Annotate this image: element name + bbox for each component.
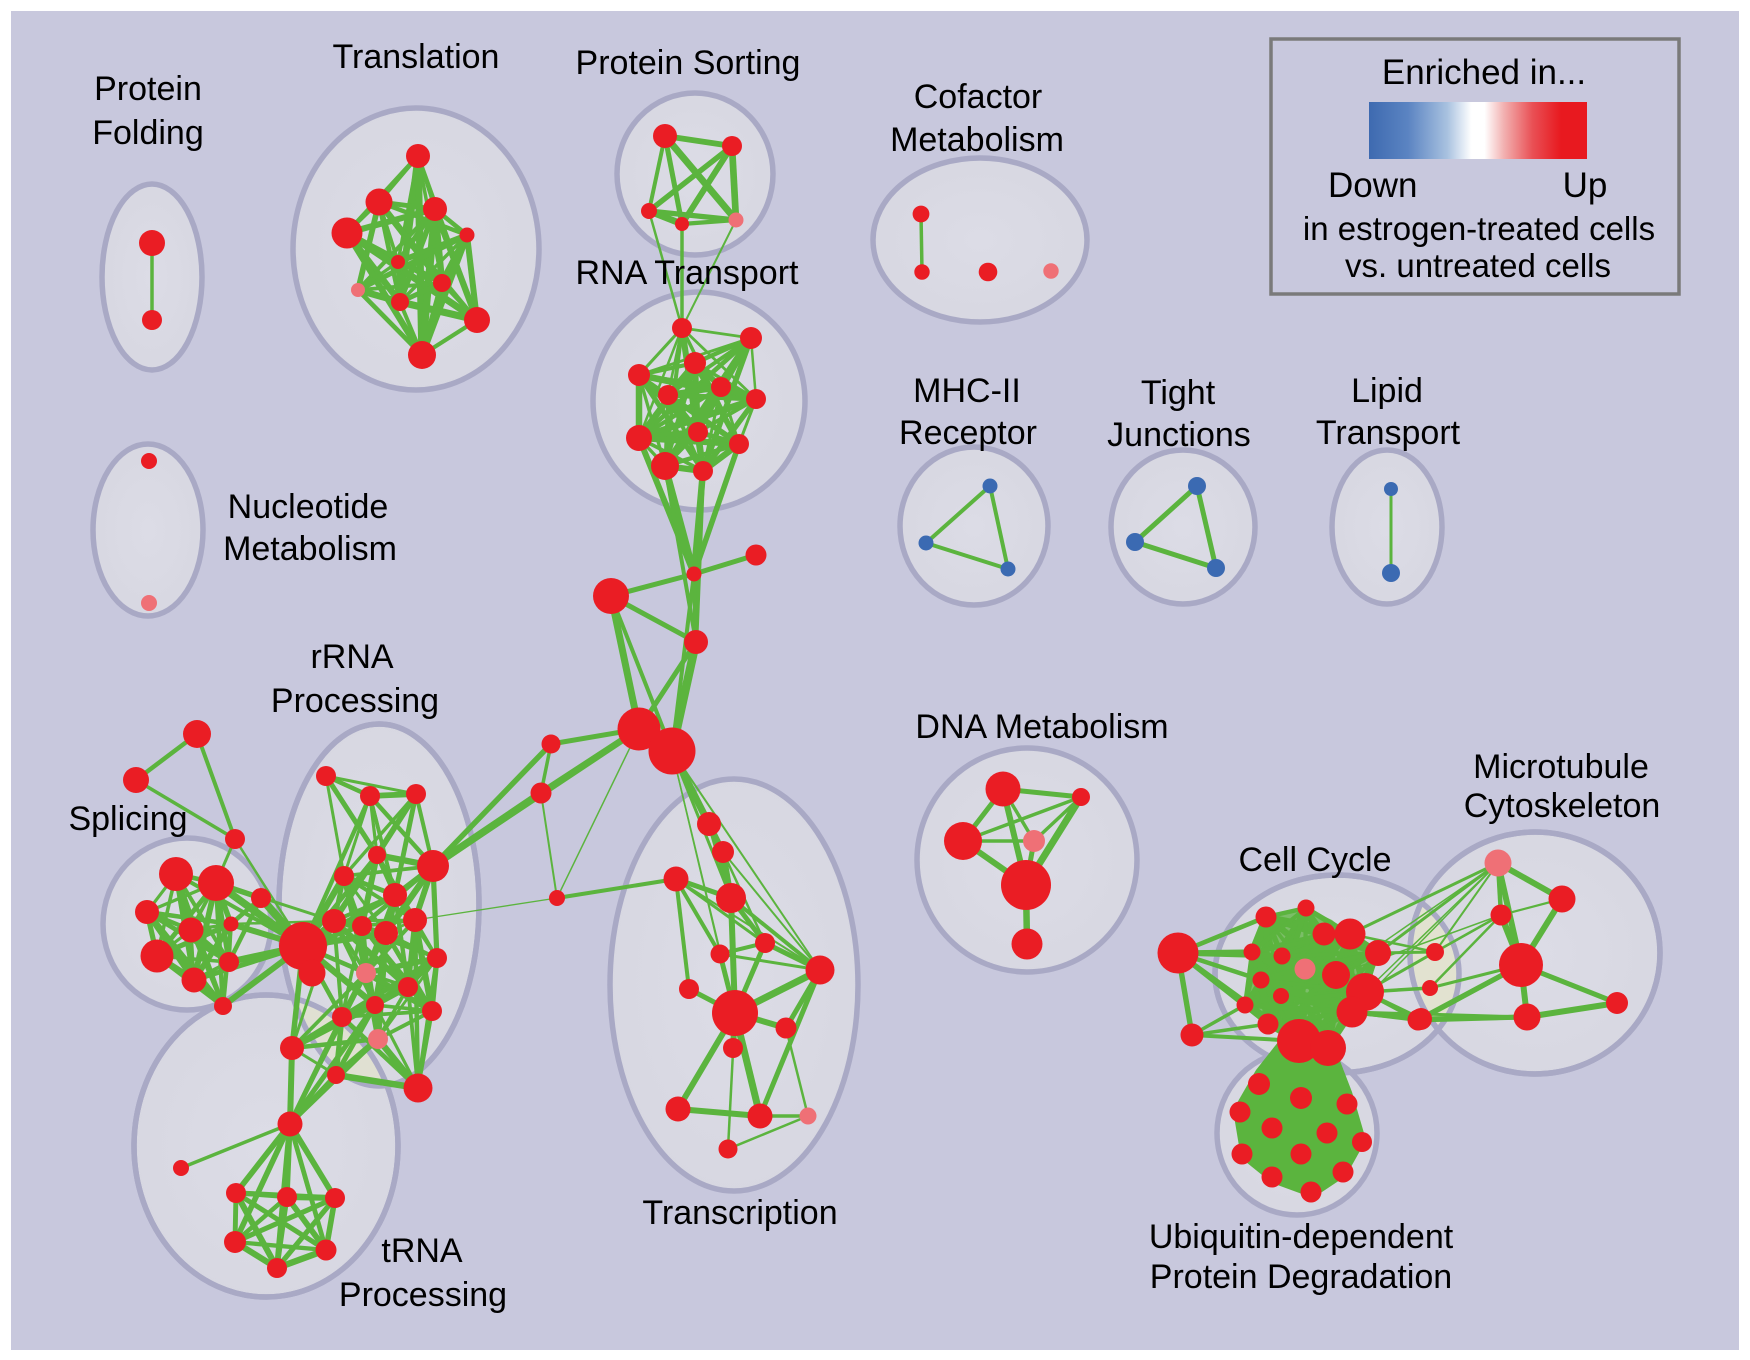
svg-text:Transport: Transport	[1316, 414, 1461, 452]
svg-text:tRNA: tRNA	[381, 1232, 463, 1270]
svg-text:rRNA: rRNA	[310, 638, 393, 676]
svg-text:Cell Cycle: Cell Cycle	[1238, 841, 1391, 879]
svg-text:MHC-II: MHC-II	[913, 372, 1021, 410]
svg-text:Metabolism: Metabolism	[223, 530, 397, 568]
svg-text:Folding: Folding	[92, 114, 204, 152]
svg-text:Up: Up	[1563, 166, 1608, 205]
svg-text:Lipid: Lipid	[1351, 372, 1423, 410]
svg-text:Protein Degradation: Protein Degradation	[1150, 1258, 1452, 1296]
svg-text:Nucleotide: Nucleotide	[228, 488, 389, 526]
svg-text:Processing: Processing	[271, 682, 439, 720]
svg-text:Translation: Translation	[333, 38, 500, 76]
svg-text:Cofactor: Cofactor	[914, 78, 1043, 116]
svg-text:vs. untreated cells: vs. untreated cells	[1345, 247, 1611, 284]
svg-text:Protein Sorting: Protein Sorting	[576, 44, 801, 82]
svg-text:Transcription: Transcription	[642, 1194, 837, 1232]
svg-text:Enriched in...: Enriched in...	[1382, 53, 1586, 92]
svg-text:in estrogen-treated cells: in estrogen-treated cells	[1303, 210, 1655, 247]
svg-text:Splicing: Splicing	[68, 800, 187, 838]
svg-text:Receptor: Receptor	[899, 414, 1037, 452]
svg-text:RNA Transport: RNA Transport	[576, 254, 800, 292]
svg-text:Cytoskeleton: Cytoskeleton	[1464, 787, 1661, 825]
svg-text:Microtubule: Microtubule	[1473, 748, 1649, 786]
svg-text:Down: Down	[1328, 166, 1417, 205]
svg-text:Processing: Processing	[339, 1276, 507, 1314]
svg-text:DNA Metabolism: DNA Metabolism	[915, 708, 1168, 746]
svg-text:Junctions: Junctions	[1107, 416, 1251, 454]
svg-text:Tight: Tight	[1141, 374, 1216, 412]
svg-text:Metabolism: Metabolism	[890, 121, 1064, 159]
svg-text:Protein: Protein	[94, 70, 202, 108]
svg-text:Ubiquitin-dependent: Ubiquitin-dependent	[1149, 1218, 1454, 1256]
